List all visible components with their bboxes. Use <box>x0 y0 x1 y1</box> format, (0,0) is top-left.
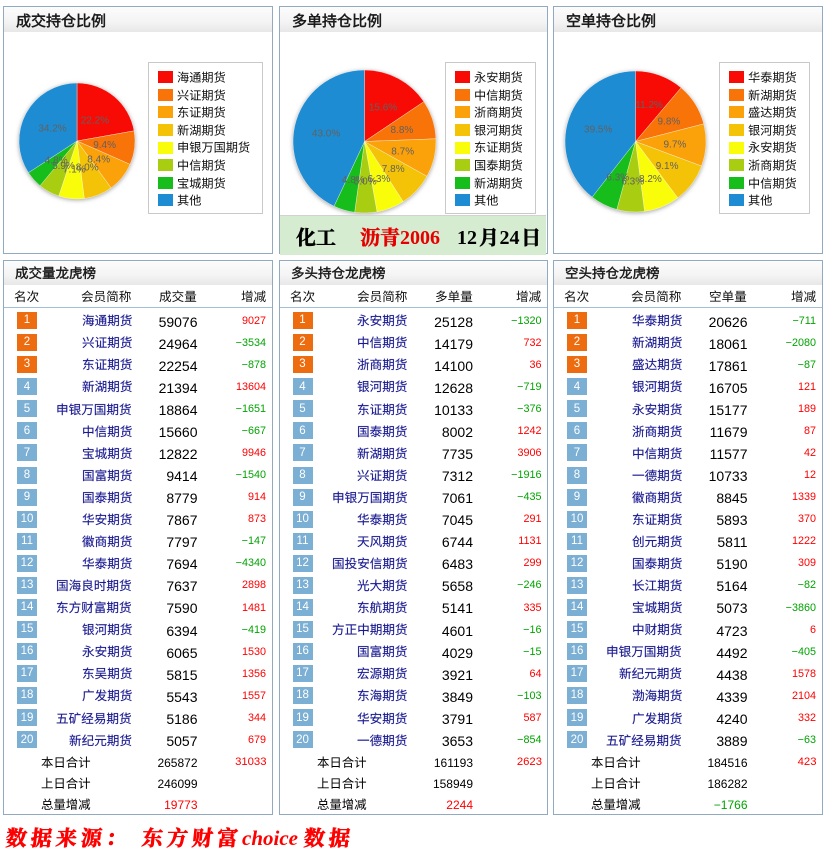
svg-text:9.4%: 9.4% <box>93 140 116 151</box>
svg-text:4.8%: 4.8% <box>45 155 68 166</box>
svg-text:11.2%: 11.2% <box>635 100 663 111</box>
svg-text:9.1%: 9.1% <box>656 160 679 171</box>
svg-text:6.3%: 6.3% <box>606 172 629 183</box>
svg-text:8.8%: 8.8% <box>390 125 413 136</box>
svg-text:43.0%: 43.0% <box>311 128 339 139</box>
svg-text:9.7%: 9.7% <box>664 139 687 150</box>
svg-text:9.8%: 9.8% <box>658 116 681 127</box>
svg-text:7.1%: 7.1% <box>63 165 86 176</box>
svg-text:5.9%: 5.9% <box>52 161 75 172</box>
svg-text:8.7%: 8.7% <box>391 146 414 157</box>
svg-text:15.6%: 15.6% <box>368 102 396 113</box>
svg-text:34.2%: 34.2% <box>38 124 66 135</box>
svg-text:8.0%: 8.0% <box>76 163 99 174</box>
svg-text:8.4%: 8.4% <box>87 154 110 165</box>
svg-text:6.3%: 6.3% <box>621 176 644 187</box>
svg-text:7.8%: 7.8% <box>381 164 404 175</box>
svg-text:22.2%: 22.2% <box>81 116 109 127</box>
svg-text:39.5%: 39.5% <box>584 124 612 135</box>
svg-text:8.2%: 8.2% <box>639 173 662 184</box>
svg-text:6.3%: 6.3% <box>367 173 390 184</box>
svg-text:4.8%: 4.8% <box>341 175 364 186</box>
svg-text:5.0%: 5.0% <box>353 176 376 187</box>
